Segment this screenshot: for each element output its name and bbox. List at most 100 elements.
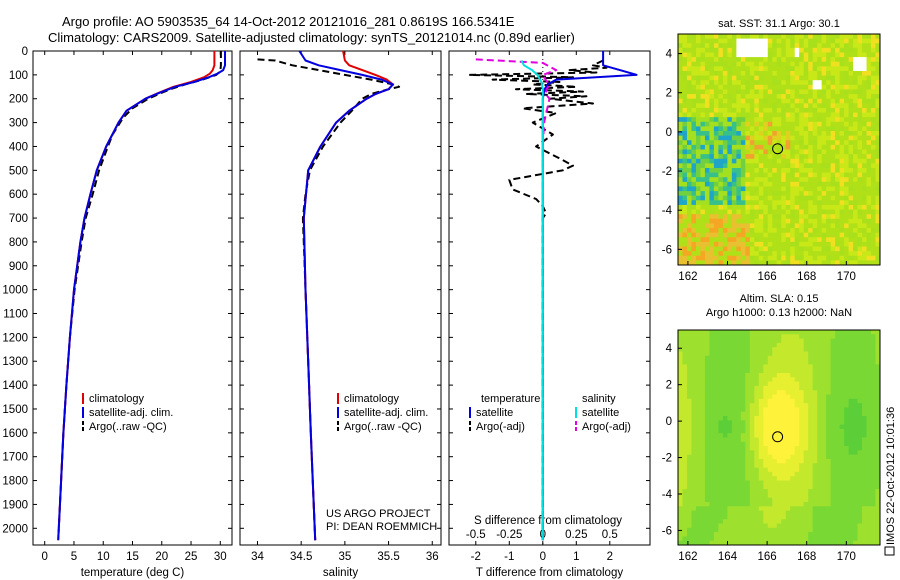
sst-map-cell — [691, 200, 697, 206]
sst-map-cell — [817, 52, 823, 58]
sla-map-cell — [731, 407, 737, 413]
sst-map-cell — [785, 117, 791, 123]
sla-map-cell — [785, 398, 791, 404]
sst-map-cell — [803, 223, 809, 229]
sla-map-cell — [776, 394, 782, 400]
sla-map-cell — [875, 502, 881, 507]
sla-map-cell — [808, 497, 814, 503]
sla-map-cell — [678, 424, 683, 430]
sst-map-cell — [790, 66, 796, 72]
sla-map-cell — [754, 420, 760, 425]
sst-map-cell — [866, 43, 872, 49]
sst-map-cell — [700, 144, 706, 150]
sst-map-cell — [763, 112, 769, 118]
sla-map-cell — [866, 463, 872, 468]
sla-map-cell — [839, 377, 845, 382]
sst-map-cell — [826, 57, 832, 63]
sla-map-cell — [826, 502, 832, 507]
sst-map-cell — [785, 195, 791, 201]
sst-map-cell — [781, 66, 787, 72]
sla-map-cell — [731, 454, 737, 460]
sst-map-cell — [700, 228, 706, 234]
sla-map-cell — [848, 463, 854, 468]
sst-map-cell — [794, 117, 800, 123]
sst-map-cell — [857, 251, 863, 257]
sla-map-cell — [700, 394, 706, 400]
sst-map-cell — [826, 94, 832, 100]
sst-map-cell — [740, 237, 746, 243]
sst-map-cell — [776, 144, 782, 150]
sla-map-cell — [758, 411, 764, 417]
sla-map-cell — [803, 424, 809, 430]
sst-map-cell — [682, 251, 688, 257]
sla-map-cell — [749, 484, 755, 490]
sla-map-cell — [695, 441, 701, 447]
sla-map-cell — [678, 480, 683, 486]
sla-map-cell — [754, 403, 760, 408]
sst-map-cell — [808, 237, 814, 243]
sla-map-cell — [808, 476, 814, 481]
sla-map-cell — [844, 484, 849, 490]
sla-map-cell — [727, 480, 733, 486]
sla-map-cell — [794, 360, 800, 365]
sla-map-cell — [821, 416, 827, 421]
sst-map-cell — [740, 218, 746, 224]
sla-map-cell — [821, 420, 827, 425]
sla-map-cell — [691, 390, 697, 395]
sst-map-cell — [871, 75, 876, 81]
sla-map-cell — [835, 484, 840, 490]
sla-map-cell — [736, 351, 742, 357]
sla-map-cell — [758, 416, 764, 421]
sla-map-cell — [776, 390, 782, 395]
sla-map-cell — [871, 407, 876, 413]
sst-map-cell — [758, 126, 764, 132]
sla-map-cell — [691, 377, 697, 382]
sst-map-cell — [695, 43, 701, 49]
difference-legend-temp-label-1: Argo(-adj) — [476, 421, 525, 433]
sla-map-cell — [790, 364, 796, 370]
sst-map-cell — [781, 84, 787, 90]
sla-map-cell — [772, 381, 778, 387]
sla-map-cell — [776, 424, 782, 430]
sla-map-ytick-label: 2 — [666, 380, 672, 392]
sst-map-cell — [695, 103, 701, 109]
sst-map-cell — [875, 117, 881, 123]
sla-map-cell — [817, 360, 823, 365]
sla-map-cell — [812, 338, 818, 344]
sla-map-cell — [722, 347, 728, 352]
sst-map-cell — [812, 186, 818, 192]
sst-map-cell — [781, 98, 787, 104]
sst-map-cell — [817, 112, 823, 118]
sla-map-cell — [722, 454, 728, 460]
sst-map-cell — [857, 195, 863, 201]
sla-map-cell — [808, 330, 814, 335]
sst-map-cell — [776, 98, 782, 104]
sla-map-cell — [862, 390, 867, 395]
sla-map-cell — [812, 441, 818, 447]
sla-map-cell — [713, 347, 719, 352]
sla-map-cell — [758, 437, 764, 443]
sst-map-cell — [767, 228, 773, 234]
sla-map-cell — [722, 355, 728, 361]
sst-map-cell — [758, 38, 764, 44]
sst-map-cell — [700, 241, 706, 247]
sst-map-cell — [718, 255, 724, 261]
sst-map-cell — [682, 163, 688, 169]
sla-map-cell — [808, 368, 814, 374]
sla-map-cell — [695, 514, 701, 520]
sla-map-cell — [817, 476, 823, 481]
sst-map-cell — [686, 149, 692, 155]
sst-map-cell — [875, 251, 881, 257]
sla-map-cell — [749, 385, 755, 391]
sla-map-cell — [785, 450, 791, 456]
sla-map-ytick-label: 0 — [666, 416, 672, 428]
sst-map-cell — [736, 131, 742, 137]
sst-map-cell — [826, 232, 832, 238]
sst-map-cell — [695, 121, 701, 127]
sst-map-cell — [736, 117, 742, 123]
difference-s-tick-label: 0.5 — [602, 529, 618, 541]
sst-map-cell — [749, 126, 755, 132]
sla-map-cell — [763, 330, 769, 335]
sst-map-cell — [772, 209, 778, 215]
sla-map-cell — [700, 497, 706, 503]
